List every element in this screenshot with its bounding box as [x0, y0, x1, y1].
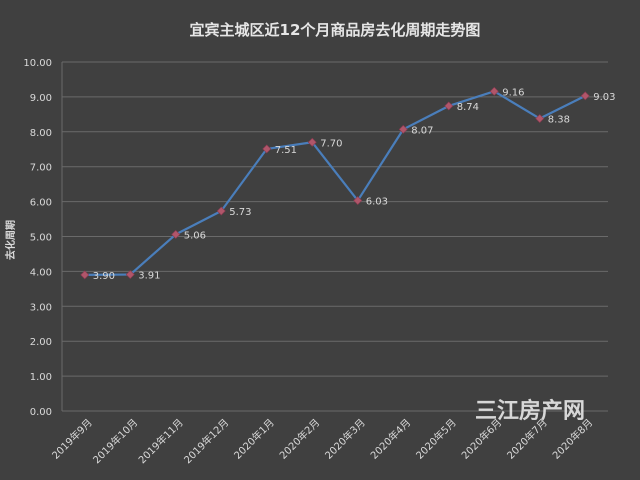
y-tick-label: 8.00	[30, 128, 52, 139]
data-point	[262, 144, 272, 154]
data-point	[489, 86, 499, 96]
x-tick-label: 2020年4月	[368, 416, 414, 462]
x-tick-label: 2019年9月	[49, 416, 95, 462]
data-label: 9.16	[502, 87, 524, 98]
y-tick-label: 2.00	[30, 337, 52, 348]
y-tick-label: 4.00	[30, 267, 52, 278]
data-point	[80, 270, 90, 280]
series-line	[84, 90, 586, 276]
data-point	[307, 137, 317, 147]
y-tick-label: 9.00	[30, 93, 52, 104]
data-label: 8.07	[411, 125, 433, 136]
y-tick-label: 10.00	[23, 58, 52, 69]
data-label: 3.91	[138, 271, 160, 282]
data-markers	[80, 86, 590, 280]
data-label: 3.90	[93, 271, 115, 282]
data-label: 8.74	[457, 102, 479, 113]
x-tick-label: 2020年1月	[231, 416, 277, 462]
grid-lines	[61, 61, 608, 412]
x-tick-label: 2019年12月	[181, 416, 231, 466]
data-point	[580, 91, 590, 101]
data-point	[353, 196, 363, 205]
y-tick-label: 1.00	[30, 372, 52, 383]
data-point	[125, 270, 135, 279]
data-point	[171, 229, 181, 239]
data-point	[398, 124, 408, 134]
data-label: 7.51	[275, 145, 297, 156]
watermark-logo: 三江房产网	[475, 398, 585, 424]
x-tick-label: 2019年11月	[136, 416, 186, 466]
y-tick-label: 7.00	[30, 163, 52, 174]
y-tick-label: 0.00	[30, 407, 52, 418]
y-axis-ticks: 0.00 1.00 2.00 3.00 4.00 5.00 6.00 7.00 8.00 9.00…	[23, 58, 52, 418]
data-label: 9.03	[593, 92, 615, 103]
y-tick-label: 5.00	[30, 233, 52, 244]
x-tick-label: 2020年3月	[322, 416, 368, 462]
data-point	[444, 101, 454, 111]
data-label: 8.38	[548, 115, 570, 126]
data-point	[535, 114, 545, 123]
data-point	[216, 206, 226, 216]
chart-title: 宜宾主城区近12个月商品房去化周期走势图	[190, 21, 481, 39]
data-labels: 3.90 3.91 5.06 5.73 7.51 7.70 6.03 8.07 8.74 9.16…	[93, 87, 616, 282]
y-tick-label: 3.00	[30, 302, 52, 313]
data-label: 7.70	[320, 138, 342, 149]
data-label: 5.06	[184, 230, 206, 241]
x-tick-label: 2019年10月	[90, 416, 140, 466]
data-label: 5.73	[229, 207, 251, 218]
x-tick-label: 2020年5月	[413, 416, 459, 462]
x-tick-label: 2020年2月	[277, 416, 323, 462]
y-axis-label: 去化周期	[4, 220, 17, 260]
y-tick-label: 6.00	[30, 198, 52, 209]
data-label: 6.03	[366, 197, 388, 208]
series-line-group	[84, 90, 586, 276]
